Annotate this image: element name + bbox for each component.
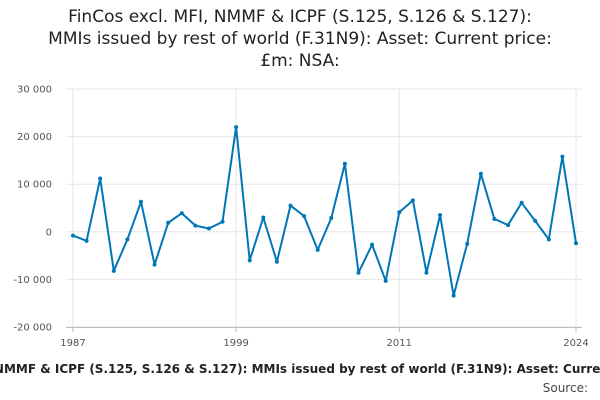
data-point [533,218,538,223]
y-tick-label: 30 000 [17,85,52,96]
data-point [261,215,266,220]
y-axis: -20 000 -10 000 0 10 000 20 000 30 000 [13,85,52,334]
x-axis: 1987 1999 2011 2024 [60,327,589,349]
data-point [478,171,483,176]
data-series [71,125,578,298]
data-point [166,220,171,225]
data-point [560,154,565,159]
y-tick-label: 20 000 [17,132,52,143]
series-line [72,126,577,297]
x-tick-label: 1987 [60,338,85,349]
chart-title: FinCos excl. MFI, NMMF & ICPF (S.125, S.… [0,6,600,72]
x-axis-label: FinCos excl. MFI, NMMF & ICPF (S.125, S.… [0,362,600,376]
data-point [71,233,75,238]
data-point [138,199,143,204]
source-label: Source: [542,381,588,395]
x-axis-label-container: FinCos excl. MFI, NMMF & ICPF (S.125, S.… [0,362,600,380]
data-point [506,223,511,228]
data-point [397,210,402,215]
data-point [206,226,211,231]
data-point [220,219,225,224]
x-tick-label: 1999 [223,338,248,349]
data-point [424,270,429,275]
data-point [329,215,334,220]
data-point [111,268,116,273]
chart-title-line-3: £m: NSA: [260,51,340,71]
data-point [247,258,252,263]
data-point [370,242,375,247]
data-point [288,203,293,208]
gridlines [66,88,582,328]
data-point [492,216,497,221]
data-point [546,237,551,242]
data-point [519,200,524,205]
data-point [574,241,578,246]
data-point [438,213,443,218]
data-point [451,293,456,298]
data-point [152,262,157,267]
chart-title-line-1: FinCos excl. MFI, NMMF & ICPF (S.125, S.… [68,7,532,27]
y-tick-label: 0 [46,227,52,238]
data-point [383,278,388,283]
data-point [465,241,470,246]
data-point [315,247,320,252]
x-tick-label: 2011 [387,338,412,349]
data-point [84,238,89,243]
y-tick-label: -20 000 [13,323,52,334]
data-point [179,211,184,216]
data-point [302,214,307,219]
data-point [342,161,347,166]
data-point [356,270,361,275]
data-point [98,176,103,181]
x-tick-label: 2024 [563,338,588,349]
data-point [274,259,279,264]
data-point [193,223,198,228]
y-tick-label: 10 000 [17,180,52,191]
y-tick-label: -10 000 [13,275,52,286]
chart-title-line-2: MMIs issued by rest of world (F.31N9): A… [48,29,552,49]
data-point [234,125,239,130]
data-point [410,198,415,203]
data-point [125,237,130,242]
